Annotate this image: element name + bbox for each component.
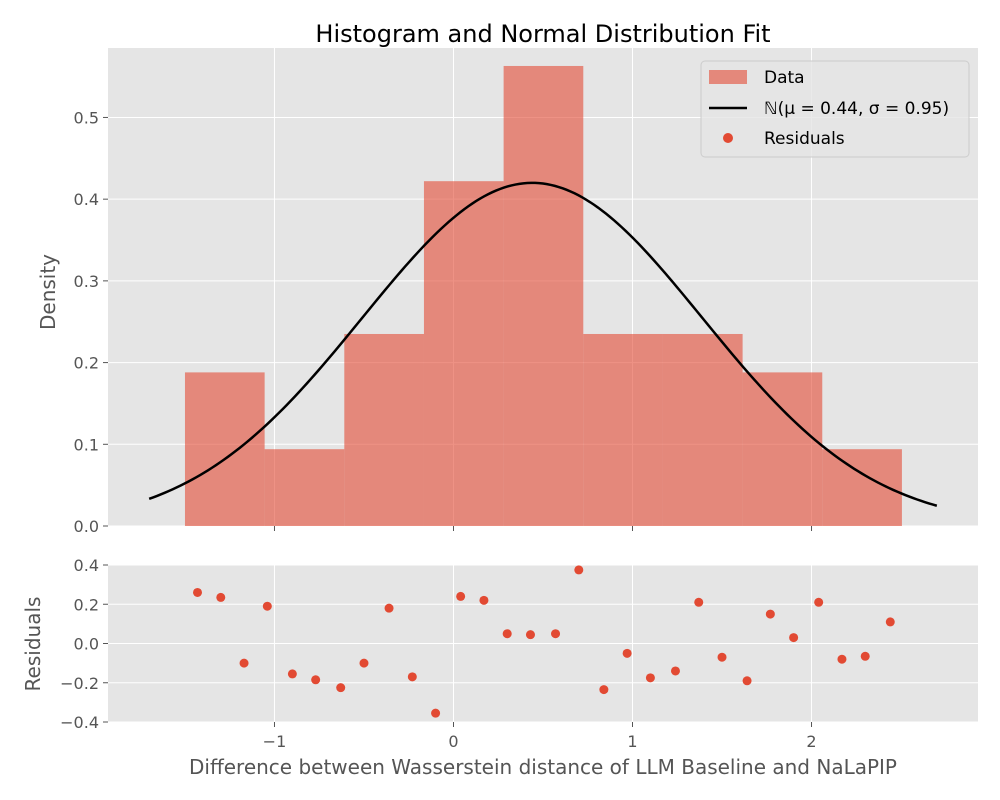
residual-point	[525, 630, 535, 640]
legend-label-data: Data	[764, 68, 805, 88]
residual-point	[502, 629, 512, 639]
residual-point	[765, 609, 775, 619]
residual-point	[789, 633, 799, 643]
residual-point	[814, 597, 824, 607]
residuals-y-ticks: −0.4 −0.2 0.0 0.2 0.4	[60, 556, 108, 732]
histogram-x-ticks	[273, 526, 813, 531]
residual-point	[336, 683, 346, 693]
histogram-panel: 0.0 0.1 0.2 0.3 0.4 0.5 Histogram and Normal …	[36, 20, 978, 536]
residual-point	[694, 597, 704, 607]
residual-points	[193, 565, 895, 718]
x-tick-label: −1	[263, 732, 287, 751]
residual-point	[287, 669, 297, 679]
x-axis-label: Difference between Wasserstein distance …	[189, 755, 897, 779]
residual-point	[239, 658, 249, 668]
histogram-y-tick-label: 0.5	[74, 108, 99, 127]
legend-swatch-data	[709, 70, 747, 84]
chart-title: Histogram and Normal Distribution Fit	[315, 20, 770, 48]
histogram-bar	[662, 333, 743, 526]
residual-point	[717, 652, 727, 662]
residuals-x-ticks: −1 0 1 2	[263, 722, 817, 751]
histogram-y-tick-label: 0.4	[74, 190, 99, 209]
residual-point	[431, 708, 441, 718]
legend-box	[700, 60, 970, 158]
residual-point	[837, 654, 847, 664]
residual-point	[359, 658, 369, 668]
residual-point	[311, 675, 321, 685]
residual-point	[262, 601, 272, 611]
histogram-bar	[423, 181, 504, 526]
x-tick-label: 2	[806, 732, 816, 751]
residual-point	[479, 595, 489, 605]
residuals-y-tick-label: −0.4	[60, 713, 99, 732]
residual-point	[742, 676, 752, 686]
y-axis-label-residuals: Residuals	[21, 597, 45, 692]
residual-point	[407, 672, 417, 682]
residuals-y-tick-label: 0.4	[74, 556, 99, 575]
histogram-bar	[742, 372, 823, 526]
legend-swatch-residuals	[723, 133, 733, 143]
residual-point	[885, 617, 895, 627]
residuals-y-tick-label: 0.2	[74, 595, 99, 614]
residuals-y-tick-label: 0.0	[74, 635, 99, 654]
residual-point	[384, 603, 394, 613]
residual-point	[599, 685, 609, 695]
histogram-bar	[264, 449, 345, 526]
residual-point	[551, 629, 561, 639]
histogram-y-tick-label: 0.0	[74, 517, 99, 536]
histogram-y-tick-label: 0.2	[74, 354, 99, 373]
histogram-y-tick-label: 0.1	[74, 435, 99, 454]
residuals-grid	[108, 564, 978, 723]
residual-point	[574, 565, 584, 575]
residuals-y-tick-label: −0.2	[60, 674, 99, 693]
residual-point	[193, 587, 203, 597]
x-tick-label: 1	[627, 732, 637, 751]
residual-point	[216, 592, 226, 602]
residuals-panel: −0.4 −0.2 0.0 0.2 0.4 −1 0 1 2 Residuals Differ…	[21, 556, 978, 779]
legend-label-residuals: Residuals	[764, 129, 845, 149]
legend-label-fit: ℕ(μ = 0.44, σ = 0.95)	[764, 99, 949, 119]
histogram-bar	[184, 372, 265, 526]
histogram-bar	[344, 333, 424, 526]
normal-fit-curve	[148, 181, 938, 507]
residual-point	[456, 591, 466, 601]
residual-point	[860, 651, 870, 661]
residual-point	[670, 666, 680, 676]
residual-point	[645, 673, 655, 683]
y-axis-label-density: Density	[36, 254, 60, 330]
histogram-bar	[583, 333, 663, 526]
histogram-y-tick-label: 0.3	[74, 272, 99, 291]
x-tick-label: 0	[448, 732, 458, 751]
legend: Data ℕ(μ = 0.44, σ = 0.95) Residuals	[700, 60, 970, 158]
histogram-bars	[184, 65, 902, 526]
residual-point	[622, 648, 632, 658]
histogram-bar	[503, 65, 584, 526]
histogram-y-ticks: 0.0 0.1 0.2 0.3 0.4 0.5	[74, 108, 108, 536]
